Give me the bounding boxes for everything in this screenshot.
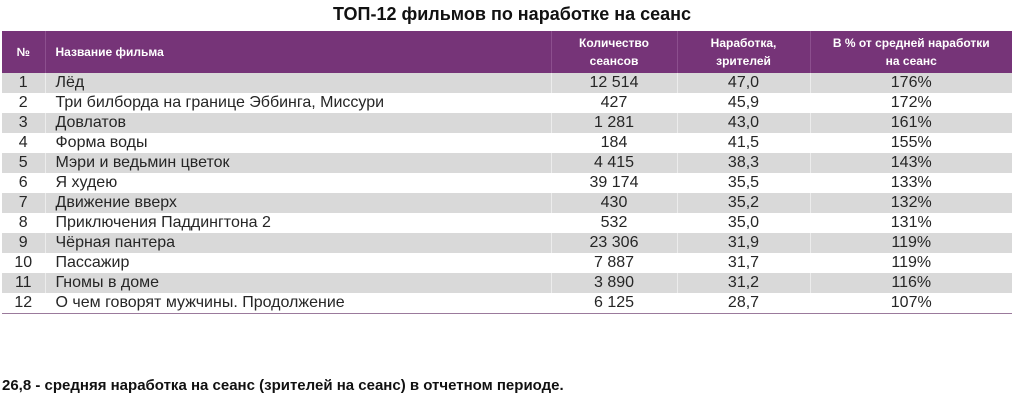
row-num: 4 <box>2 133 45 153</box>
film-name: Движение вверх <box>44 193 551 213</box>
table-row: 5 Мэри и ведьмин цветок 4 415 38,3 143% <box>2 153 1012 173</box>
film-name: Довлатов <box>44 113 551 133</box>
film-name: Приключения Паддингтона 2 <box>44 213 551 233</box>
row-num: 6 <box>2 173 45 193</box>
row-num: 11 <box>2 273 45 293</box>
sessions-count: 427 <box>550 93 677 113</box>
percent-of-average: 161% <box>809 113 1012 133</box>
percent-of-average: 172% <box>809 93 1012 113</box>
sessions-count: 1 281 <box>550 113 677 133</box>
table-row: 4 Форма воды 184 41,5 155% <box>2 133 1012 153</box>
header-percent: В % от средней наработки на сеанс <box>809 31 1012 73</box>
sessions-count: 4 415 <box>550 153 677 173</box>
viewers-per-session: 31,9 <box>676 233 810 253</box>
sessions-count: 6 125 <box>550 293 677 314</box>
header-per-session-line2: зрителей <box>716 54 771 68</box>
table-row: 3 Довлатов 1 281 43,0 161% <box>2 113 1012 133</box>
viewers-per-session: 47,0 <box>676 73 810 93</box>
viewers-per-session: 31,7 <box>676 253 810 273</box>
film-name: Три билборда на границе Эббинга, Миссури <box>44 93 551 113</box>
percent-of-average: 119% <box>809 233 1012 253</box>
sessions-count: 430 <box>550 193 677 213</box>
table-row: 2 Три билборда на границе Эббинга, Миссу… <box>2 93 1012 113</box>
percent-of-average: 132% <box>809 193 1012 213</box>
table-row: 12 О чем говорят мужчины. Продолжение 6 … <box>2 293 1012 314</box>
row-num: 2 <box>2 93 45 113</box>
header-sessions: Количество сеансов <box>550 31 677 73</box>
sessions-count: 184 <box>550 133 677 153</box>
viewers-per-session: 38,3 <box>676 153 810 173</box>
viewers-per-session: 41,5 <box>676 133 810 153</box>
sessions-count: 532 <box>550 213 677 233</box>
percent-of-average: 176% <box>809 73 1012 93</box>
percent-of-average: 116% <box>809 273 1012 293</box>
row-num: 5 <box>2 153 45 173</box>
sessions-count: 39 174 <box>550 173 677 193</box>
film-name: Форма воды <box>44 133 551 153</box>
sessions-count: 7 887 <box>550 253 677 273</box>
film-name: Мэри и ведьмин цветок <box>44 153 551 173</box>
viewers-per-session: 35,5 <box>676 173 810 193</box>
film-name: Лёд <box>44 73 551 93</box>
table-row: 7 Движение вверх 430 35,2 132% <box>2 193 1012 213</box>
row-num: 8 <box>2 213 45 233</box>
percent-of-average: 107% <box>809 293 1012 314</box>
table-row: 10 Пассажир 7 887 31,7 119% <box>2 253 1012 273</box>
sessions-count: 23 306 <box>550 233 677 253</box>
page-title: ТОП-12 фильмов по наработке на сеанс <box>332 4 691 24</box>
sessions-count: 3 890 <box>550 273 677 293</box>
header-sessions-line1: Количество <box>579 36 649 50</box>
film-name: Гномы в доме <box>44 273 551 293</box>
table-row: 9 Чёрная пантера 23 306 31,9 119% <box>2 233 1012 253</box>
top-films-table: № Название фильма Количество сеансов Нар… <box>2 31 1012 314</box>
film-name: Чёрная пантера <box>44 233 551 253</box>
table-row: 1 Лёд 12 514 47,0 176% <box>2 73 1012 93</box>
table-row: 11 Гномы в доме 3 890 31,2 116% <box>2 273 1012 293</box>
header-per-session: Наработка, зрителей <box>676 31 810 73</box>
footnote: 26,8 - средняя наработка на сеанс (зрите… <box>2 377 564 394</box>
header-num: № <box>2 31 45 73</box>
viewers-per-session: 43,0 <box>676 113 810 133</box>
header-percent-line1: В % от средней наработки <box>832 36 990 50</box>
table-header-row: № Название фильма Количество сеансов Нар… <box>2 31 1012 73</box>
header-sessions-line2: сеансов <box>589 54 639 68</box>
header-per-session-line1: Наработка, <box>710 36 777 50</box>
row-num: 9 <box>2 233 45 253</box>
viewers-per-session: 45,9 <box>676 93 810 113</box>
percent-of-average: 133% <box>809 173 1012 193</box>
row-num: 7 <box>2 193 45 213</box>
film-name: О чем говорят мужчины. Продолжение <box>44 293 551 314</box>
percent-of-average: 119% <box>809 253 1012 273</box>
viewers-per-session: 31,2 <box>676 273 810 293</box>
table-row: 6 Я худею 39 174 35,5 133% <box>2 173 1012 193</box>
table-row: 8 Приключения Паддингтона 2 532 35,0 131… <box>2 213 1012 233</box>
sessions-count: 12 514 <box>550 73 677 93</box>
viewers-per-session: 35,2 <box>676 193 810 213</box>
percent-of-average: 155% <box>809 133 1012 153</box>
header-percent-line2: на сеанс <box>885 54 937 68</box>
percent-of-average: 131% <box>809 213 1012 233</box>
percent-of-average: 143% <box>809 153 1012 173</box>
row-num: 12 <box>2 293 45 314</box>
header-film-name: Название фильма <box>44 31 551 73</box>
row-num: 1 <box>2 73 45 93</box>
film-name: Пассажир <box>44 253 551 273</box>
viewers-per-session: 28,7 <box>676 293 810 314</box>
viewers-per-session: 35,0 <box>676 213 810 233</box>
film-name: Я худею <box>44 173 551 193</box>
row-num: 3 <box>2 113 45 133</box>
row-num: 10 <box>2 253 45 273</box>
